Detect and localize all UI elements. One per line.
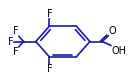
- Text: F: F: [47, 9, 52, 19]
- Text: F: F: [47, 64, 52, 74]
- Text: F: F: [13, 26, 18, 36]
- Text: O: O: [109, 25, 116, 36]
- Text: F: F: [13, 47, 18, 57]
- Text: F: F: [8, 37, 14, 46]
- Text: OH: OH: [111, 46, 126, 56]
